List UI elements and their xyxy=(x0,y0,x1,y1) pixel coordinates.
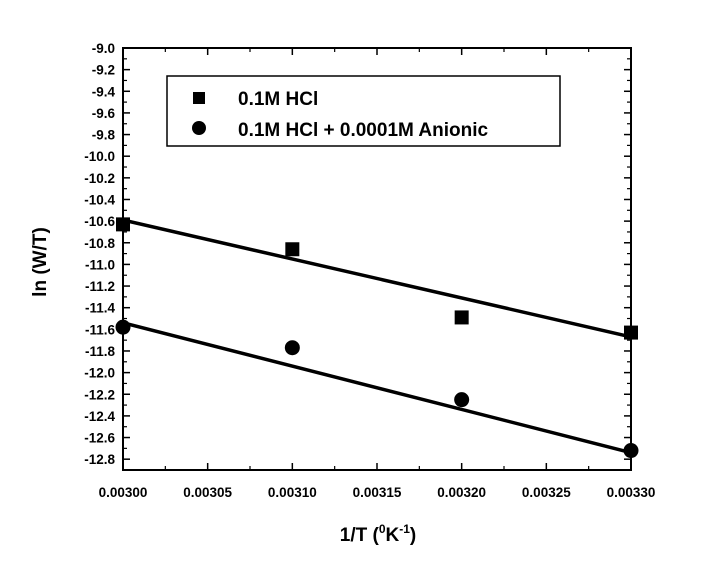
legend-label-series-1: 0.1M HCl xyxy=(238,89,318,110)
x-tick-label: 0.00315 xyxy=(353,485,402,500)
y-tick-label: -9.6 xyxy=(92,106,116,121)
y-tick-label: -12.0 xyxy=(84,366,115,381)
x-axis-unit-degree: 0 xyxy=(379,522,386,536)
y-tick-label: -10.2 xyxy=(84,171,115,186)
plot-area-frame xyxy=(122,47,632,471)
legend-square-marker xyxy=(193,92,205,104)
legend-circle-marker xyxy=(192,121,206,135)
y-tick-label: -9.4 xyxy=(92,84,116,99)
x-axis-unit-exponent: -1 xyxy=(399,522,410,536)
point-series-1 xyxy=(285,242,300,257)
y-tick-label: -10.0 xyxy=(84,149,115,164)
y-tick-label: -10.6 xyxy=(84,214,115,229)
x-tick-label: 0.00330 xyxy=(607,485,656,500)
legend-label-series-2: 0.1M HCl + 0.0001M Anionic xyxy=(238,120,489,141)
x-axis-title: 1/T (0K-1) xyxy=(340,522,416,546)
x-axis-tick-labels: 0.00300 0.00305 0.00310 0.00315 0.00320 0.003… xyxy=(99,485,656,500)
point-series-2 xyxy=(284,340,300,356)
y-tick-label: -9.0 xyxy=(92,41,115,56)
y-tick-label: -10.8 xyxy=(84,236,115,251)
y-tick-label: -9.8 xyxy=(92,128,116,143)
y-axis-ticks xyxy=(123,47,631,460)
y-tick-label: -12.2 xyxy=(84,387,115,402)
x-axis-unit-open: ( xyxy=(372,525,379,546)
fit-line-series-2 xyxy=(122,321,632,455)
y-tick-label: -11.0 xyxy=(85,257,115,272)
point-series-1 xyxy=(454,310,469,325)
fit-lines xyxy=(122,218,632,455)
y-tick-label: -11.2 xyxy=(85,279,115,294)
x-tick-label: 0.00325 xyxy=(522,485,571,500)
data-points xyxy=(115,217,639,459)
legend: 0.1M HCl 0.1M HCl + 0.0001M Anionic xyxy=(166,75,561,147)
y-tick-label: -12.4 xyxy=(84,409,115,424)
x-tick-label: 0.00300 xyxy=(99,485,148,500)
x-axis-unit-k: K xyxy=(386,525,400,546)
y-axis-tick-labels: -9.0 -9.2 -9.4 -9.6 -9.8 -10.0 -10.2 -10.4 -10.6… xyxy=(84,41,115,467)
y-tick-label: -11.6 xyxy=(85,322,116,337)
y-tick-label: -9.2 xyxy=(92,63,115,78)
y-tick-label: -11.8 xyxy=(85,344,116,359)
x-axis-title-main: 1/T xyxy=(340,525,368,546)
point-series-2 xyxy=(454,392,470,408)
x-axis-unit-close: ) xyxy=(410,525,416,546)
y-axis-title: ln (W/T) xyxy=(30,227,51,297)
fit-line-series-1 xyxy=(122,218,632,339)
y-tick-label: -12.8 xyxy=(84,452,115,467)
x-axis-ticks xyxy=(122,48,632,470)
y-tick-label: -12.6 xyxy=(84,431,115,446)
y-tick-label: -11.4 xyxy=(85,301,116,316)
legend-box xyxy=(166,75,561,147)
x-tick-label: 0.00305 xyxy=(183,485,232,500)
x-tick-label: 0.00310 xyxy=(268,485,317,500)
y-tick-label: -10.4 xyxy=(84,192,115,207)
x-tick-label: 0.00320 xyxy=(437,485,486,500)
